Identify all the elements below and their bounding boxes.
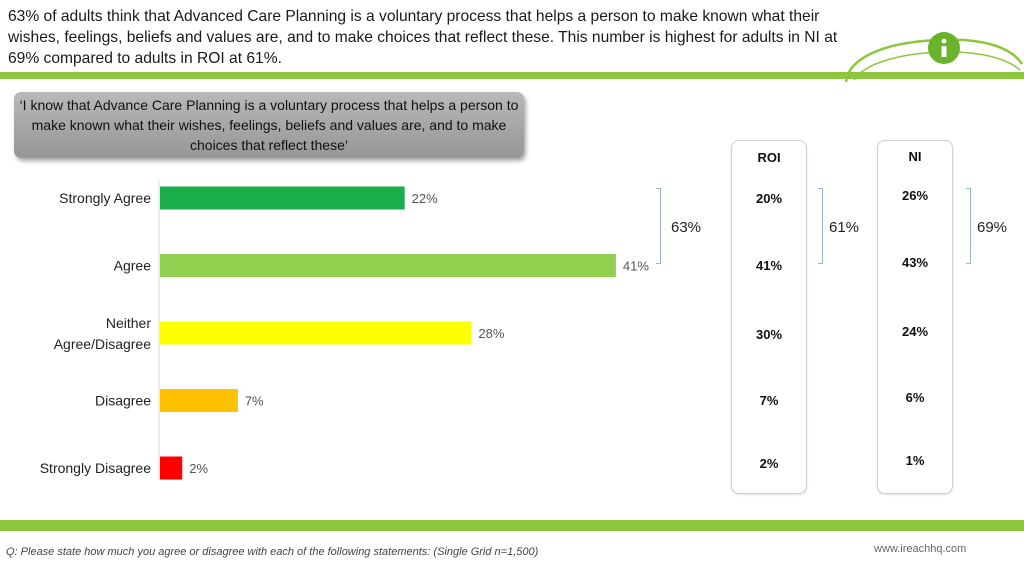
bar-agree	[160, 254, 616, 277]
ni-value-neither: 24%	[901, 324, 929, 339]
roi-value-strongly-disagree: 2%	[759, 456, 779, 471]
ni-panel: NI 26% 43% 24% 6% 1%	[877, 140, 953, 494]
value-label-strongly-disagree: 2%	[189, 461, 208, 476]
ni-value-strongly-disagree: 1%	[905, 453, 925, 468]
info-logo-icon	[844, 32, 1024, 83]
roi-title: ROI	[757, 150, 781, 165]
ni-net-bracket	[966, 188, 971, 264]
value-label-neither-agree-disagree: 28%	[478, 326, 504, 341]
ni-title: NI	[908, 149, 922, 164]
category-label-strongly-agree: Strongly Agree	[59, 190, 151, 206]
bar-strongly-agree	[160, 186, 405, 210]
total-net-label: 63%	[671, 219, 702, 236]
ni-value-disagree: 6%	[905, 390, 925, 405]
ni-value-strongly-agree: 26%	[901, 188, 929, 203]
bottom-divider	[0, 520, 1024, 531]
quote-box: ‘I know that Advance Care Planning is a …	[14, 92, 524, 158]
category-label-neither-agree-disagree: Neither Agree/Disagree	[54, 315, 152, 352]
category-label-disagree: Disagree	[95, 393, 151, 409]
bar-strongly-disagree	[160, 456, 183, 480]
roi-value-neither: 30%	[755, 327, 783, 342]
ni-value-agree: 43%	[901, 255, 929, 270]
footnote: Q: Please state how much you agree or di…	[6, 546, 539, 558]
bar-neither-agree-disagree	[160, 321, 472, 345]
roi-net-label: 61%	[829, 219, 860, 236]
website-link[interactable]: www.ireachhq.com	[874, 543, 967, 555]
bar-disagree	[160, 389, 238, 412]
bar-chart: 22% Strongly Agree 41% Agree 28% Neither Agree…	[40, 180, 649, 480]
roi-value-disagree: 7%	[759, 393, 779, 408]
roi-value-agree: 41%	[755, 258, 783, 273]
roi-value-strongly-agree: 20%	[755, 191, 783, 206]
roi-panel: ROI 20% 41% 30% 7% 2%	[731, 140, 807, 494]
value-label-agree: 41%	[623, 259, 649, 274]
category-label-agree: Agree	[114, 258, 152, 274]
top-divider	[0, 72, 1024, 79]
total-net-bracket	[656, 188, 661, 264]
roi-net-bracket	[818, 188, 823, 264]
value-label-disagree: 7%	[245, 394, 264, 409]
category-label-strongly-disagree: Strongly Disagree	[40, 460, 151, 476]
value-label-strongly-agree: 22%	[412, 191, 438, 206]
ni-net-label: 69%	[977, 219, 1008, 236]
headline: 63% of adults think that Advanced Care P…	[8, 8, 838, 67]
